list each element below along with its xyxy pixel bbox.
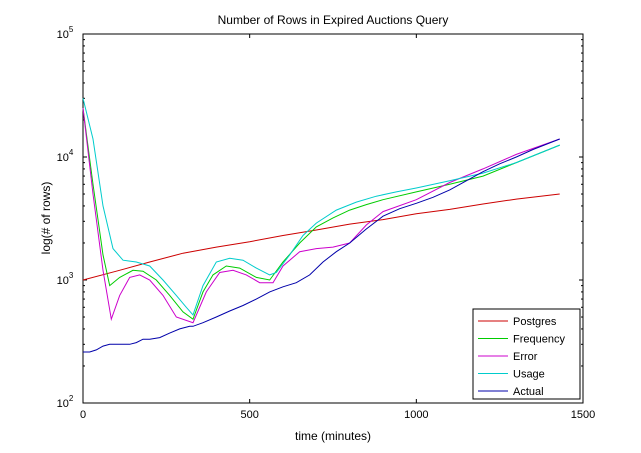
legend-box: [472, 308, 581, 400]
y-tick-base: 10: [57, 29, 69, 41]
y-tick-label: 105: [57, 25, 74, 41]
chart-title: Number of Rows in Expired Auctions Query: [218, 13, 449, 27]
legend-label: Frequency: [513, 334, 565, 346]
y-tick-label: 104: [57, 148, 74, 164]
series-layer: [82, 98, 560, 353]
legend-label: Usage: [513, 369, 545, 381]
legend-label: Postgres: [513, 316, 557, 328]
x-tick-label: 0: [80, 409, 86, 421]
y-tick-base: 10: [57, 398, 69, 410]
y-axis-label: log(# of rows): [39, 182, 53, 255]
series-line-frequency: [82, 108, 560, 320]
series-line-usage: [82, 98, 560, 316]
series-line-postgres: [82, 193, 560, 281]
x-tick-label: 1000: [404, 409, 428, 421]
y-tick-exponent: 2: [69, 394, 74, 403]
y-tick-exponent: 3: [69, 271, 74, 280]
x-tick-label: 500: [240, 409, 258, 421]
series-line-error: [82, 108, 560, 324]
x-axis-label: time (minutes): [295, 429, 371, 443]
y-tick-base: 10: [57, 152, 69, 164]
y-tick-exponent: 5: [69, 25, 74, 34]
series-line-actual: [83, 138, 560, 353]
x-axis: 0 500 1000 1500: [80, 34, 595, 421]
legend-label: Error: [513, 351, 538, 363]
y-tick-label: 102: [57, 394, 74, 410]
legend: Postgres Frequency Error Usage Actual: [472, 308, 581, 400]
x-tick-label: 1500: [571, 409, 595, 421]
legend-label: Actual: [513, 386, 544, 398]
y-tick-base: 10: [57, 275, 69, 287]
y-tick-exponent: 4: [69, 148, 74, 157]
y-tick-label: 103: [57, 271, 74, 287]
